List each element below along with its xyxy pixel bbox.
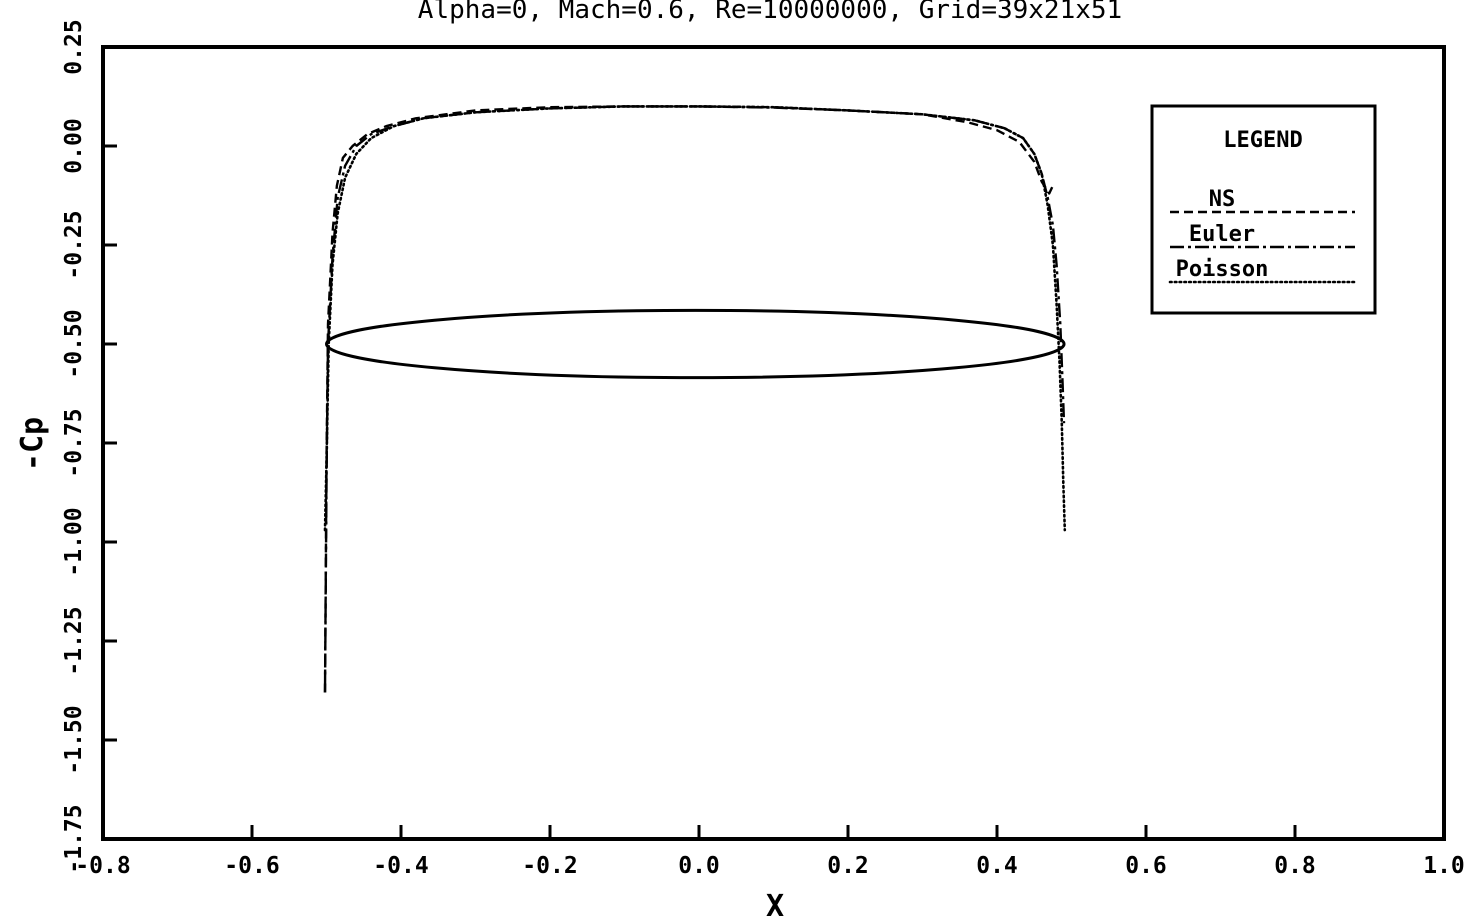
series-poisson-line [323, 105, 1067, 532]
axes: -0.8 -0.6 -0.4 -0.2 0.0 0.2 0.4 0.6 0.8 1.0 0.25 0.… [61, 19, 1465, 879]
x-tick-label: 0.8 [1274, 853, 1316, 879]
legend-entries: NS Euler Poisson [1168, 187, 1357, 284]
x-tick-label: 0.0 [678, 853, 720, 879]
y-tick-label: -1.75 [61, 804, 87, 873]
x-tick-label: 0.2 [827, 853, 869, 879]
series-ns-line [323, 105, 1054, 693]
x-axis-title: X [766, 889, 784, 921]
x-tick-label: -0.4 [373, 853, 428, 879]
x-tick-label: -0.2 [522, 853, 577, 879]
y-tick-label: -0.75 [61, 408, 87, 477]
x-tick-label: 0.6 [1125, 853, 1167, 879]
legend: LEGEND NS Euler Poisson [1150, 104, 1377, 315]
x-tick-label: 0.4 [976, 853, 1018, 879]
legend-label-poisson: Poisson [1176, 257, 1269, 282]
x-tick-label: -0.8 [75, 853, 130, 879]
airfoil-outline [325, 308, 1066, 380]
y-tick-label: -1.25 [61, 606, 87, 675]
x-tick-label: -0.6 [224, 853, 279, 879]
y-tick-label: -0.25 [61, 210, 87, 279]
y-tick-label: -1.00 [61, 507, 87, 576]
series-euler-line [323, 105, 1066, 693]
x-tick-label: 1.0 [1423, 853, 1465, 879]
y-tick-label: 0.00 [61, 118, 87, 173]
y-tick-label: -0.50 [61, 309, 87, 378]
y-tick-label: -1.50 [61, 705, 87, 774]
legend-box [1150, 104, 1377, 315]
chart-title: Alpha=0, Mach=0.6, Re=10000000, Grid=39x… [418, 0, 1122, 25]
legend-title: LEGEND [1223, 128, 1302, 153]
y-axis-title: -Cp [15, 417, 50, 471]
legend-label-ns: NS [1209, 187, 1236, 212]
y-tick-label: 0.25 [61, 19, 87, 74]
plot-area [323, 105, 1067, 693]
legend-label-euler: Euler [1189, 222, 1255, 247]
